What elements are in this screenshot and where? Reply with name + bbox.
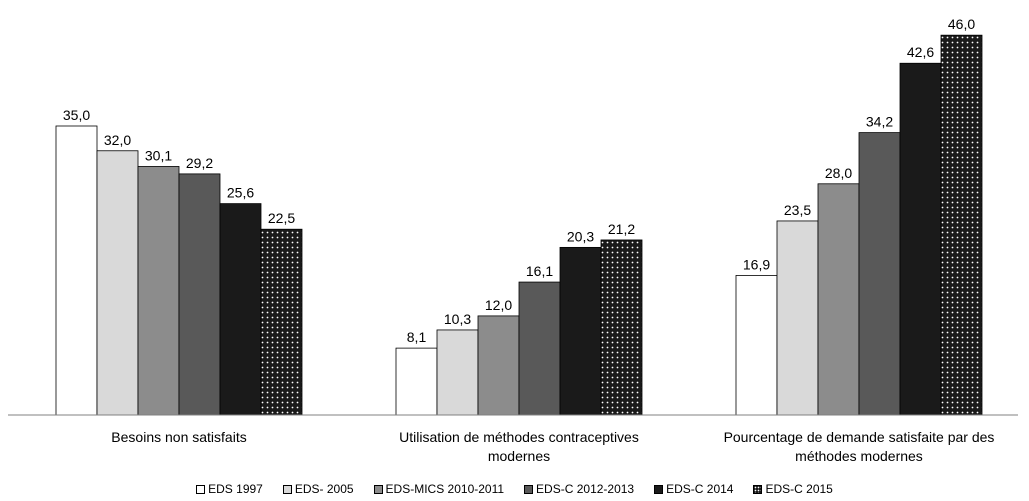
legend-label: EDS- 2005 [295, 482, 354, 496]
data-label: 22,5 [268, 210, 295, 226]
data-label: 8,1 [407, 329, 427, 345]
category-label: Pourcentage de demande satisfaite par de… [724, 429, 995, 464]
bar-series-3-category-3 [818, 184, 859, 415]
data-label: 12,0 [485, 297, 512, 313]
bar-series-2-category-1 [97, 151, 138, 415]
bar-series-1-category-3 [736, 275, 777, 415]
data-label: 29,2 [186, 155, 213, 171]
legend-swatch [654, 485, 663, 494]
bar-series-3-category-2 [478, 316, 519, 415]
data-label: 46,0 [948, 16, 975, 32]
bar-series-4-category-1 [179, 174, 220, 415]
legend-swatch [196, 485, 205, 494]
data-label: 10,3 [444, 311, 471, 327]
legend-item: EDS- 2005 [283, 482, 354, 496]
legend-item: EDS 1997 [196, 482, 263, 496]
bar-series-1-category-1 [56, 126, 97, 415]
data-label: 16,1 [526, 263, 553, 279]
legend-item: EDS-MICS 2010-2011 [374, 482, 505, 496]
data-label: 28,0 [825, 165, 852, 181]
legend-swatch [283, 485, 292, 494]
legend-swatch [374, 485, 383, 494]
legend-label: EDS-MICS 2010-2011 [386, 482, 505, 496]
data-label: 16,9 [743, 256, 770, 272]
legend-item: EDS-C 2015 [753, 482, 832, 496]
legend-item: EDS-C 2012-2013 [524, 482, 634, 496]
data-label: 25,6 [227, 185, 254, 201]
data-label: 20,3 [567, 228, 594, 244]
bar-series-2-category-3 [777, 221, 818, 415]
category-label: Utilisation de méthodes contraceptives mo… [399, 429, 639, 464]
bar-series-3-category-1 [138, 166, 179, 415]
bar-chart: 35,0 8,1 16,9 32,0 10,3 23,5 30,1 12,0 28,0 29,2 1… [0, 0, 1029, 480]
legend-label: EDS-C 2014 [666, 482, 733, 496]
legend-label: EDS 1997 [208, 482, 263, 496]
bar-series-4-category-3 [859, 133, 900, 415]
bar-series-5-category-1 [220, 204, 261, 415]
bar-series-2-category-2 [437, 330, 478, 415]
legend-label: EDS-C 2015 [765, 482, 832, 496]
bar-series-1-category-2 [396, 348, 437, 415]
chart-legend: EDS 1997 EDS- 2005 EDS-MICS 2010-2011 EDS-C… [0, 482, 1029, 496]
data-label: 30,1 [145, 147, 172, 163]
bar-series-6-category-1 [261, 229, 302, 415]
data-label: 23,5 [784, 202, 811, 218]
legend-swatch [753, 485, 762, 494]
data-label: 35,0 [63, 107, 90, 123]
data-label: 42,6 [907, 44, 934, 60]
legend-label: EDS-C 2012-2013 [536, 482, 634, 496]
bar-series-5-category-2 [560, 247, 601, 415]
data-label: 34,2 [866, 114, 893, 130]
data-label: 21,2 [608, 221, 635, 237]
legend-swatch [524, 485, 533, 494]
bar-series-6-category-2 [601, 240, 642, 415]
bar-series-6-category-3 [941, 35, 982, 415]
legend-item: EDS-C 2014 [654, 482, 733, 496]
bar-series-5-category-3 [900, 63, 941, 415]
bar-series-4-category-2 [519, 282, 560, 415]
category-label: Besoins non satisfaits [111, 429, 246, 445]
data-label: 32,0 [104, 132, 131, 148]
